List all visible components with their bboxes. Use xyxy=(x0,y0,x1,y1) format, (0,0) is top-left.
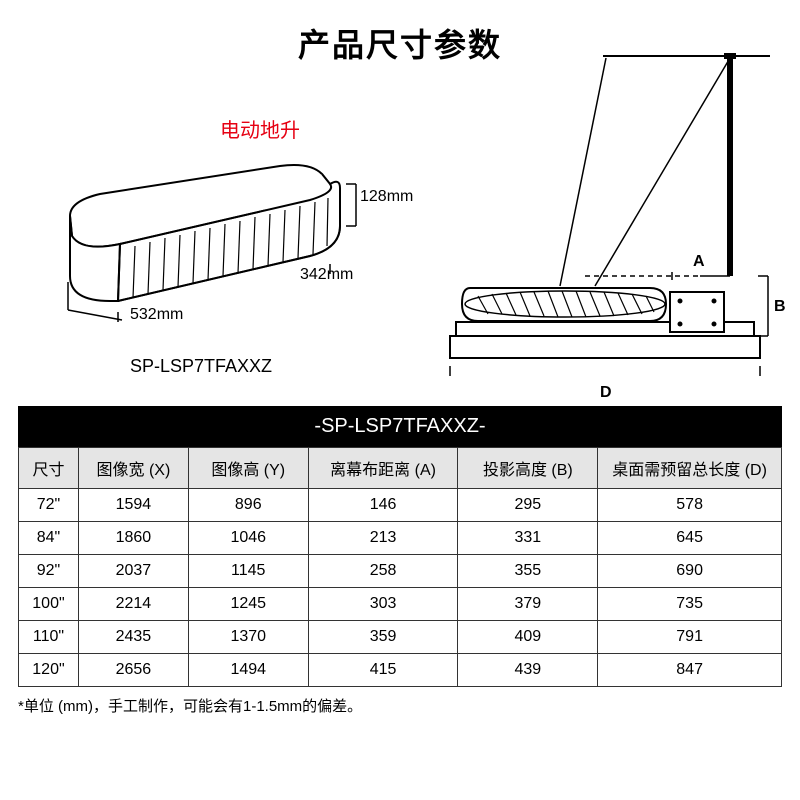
spec-table-container: -SP-LSP7TFAXXZ- 尺寸图像宽 (X)图像高 (Y)离幕布距离 (A… xyxy=(18,406,782,687)
table-row: 110"24351370359409791 xyxy=(19,621,782,654)
table-cell: 791 xyxy=(598,621,782,654)
table-cell: 2656 xyxy=(78,654,188,687)
table-cell: 1245 xyxy=(188,588,308,621)
spec-table: 尺寸图像宽 (X)图像高 (Y)离幕布距离 (A)投影高度 (B)桌面需预留总长… xyxy=(18,447,782,687)
table-header-cell: 离幕布距离 (A) xyxy=(308,448,458,489)
projector-dimensions-diagram: 电动地升 xyxy=(0,66,400,406)
table-row: 84"18601046213331645 xyxy=(19,522,782,555)
table-cell: 645 xyxy=(598,522,782,555)
table-header-cell: 图像宽 (X) xyxy=(78,448,188,489)
table-cell: 146 xyxy=(308,489,458,522)
table-cell: 1494 xyxy=(188,654,308,687)
table-header-cell: 桌面需预留总长度 (D) xyxy=(598,448,782,489)
table-cell: 1370 xyxy=(188,621,308,654)
dimension-a-label: A xyxy=(693,253,705,271)
table-cell: 847 xyxy=(598,654,782,687)
table-header-cell: 投影高度 (B) xyxy=(458,448,598,489)
table-cell: 2435 xyxy=(78,621,188,654)
projection-schematic-icon xyxy=(400,36,800,376)
table-cell: 735 xyxy=(598,588,782,621)
table-title: -SP-LSP7TFAXXZ- xyxy=(18,406,782,447)
table-cell: 439 xyxy=(458,654,598,687)
table-cell: 1860 xyxy=(78,522,188,555)
table-row: 120"26561494415439847 xyxy=(19,654,782,687)
table-cell: 258 xyxy=(308,555,458,588)
footnote: *单位 (mm)，手工制作，可能会有1-1.5mm的偏差。 xyxy=(0,687,800,724)
table-cell: 1594 xyxy=(78,489,188,522)
projector-3d-icon xyxy=(0,106,400,366)
table-cell: 100" xyxy=(19,588,79,621)
table-cell: 359 xyxy=(308,621,458,654)
table-cell: 2214 xyxy=(78,588,188,621)
table-cell: 213 xyxy=(308,522,458,555)
table-cell: 1046 xyxy=(188,522,308,555)
table-cell: 355 xyxy=(458,555,598,588)
table-cell: 690 xyxy=(598,555,782,588)
table-cell: 295 xyxy=(458,489,598,522)
table-cell: 1145 xyxy=(188,555,308,588)
table-header-cell: 图像高 (Y) xyxy=(188,448,308,489)
table-header-cell: 尺寸 xyxy=(19,448,79,489)
table-cell: 379 xyxy=(458,588,598,621)
table-cell: 120" xyxy=(19,654,79,687)
table-cell: 84" xyxy=(19,522,79,555)
diagram-row: 电动地升 xyxy=(0,66,800,406)
table-cell: 92" xyxy=(19,555,79,588)
table-cell: 415 xyxy=(308,654,458,687)
table-cell: 72" xyxy=(19,489,79,522)
table-cell: 578 xyxy=(598,489,782,522)
table-row: 72"1594896146295578 xyxy=(19,489,782,522)
table-cell: 110" xyxy=(19,621,79,654)
dimension-d-label: D xyxy=(600,384,612,402)
table-cell: 896 xyxy=(188,489,308,522)
table-cell: 303 xyxy=(308,588,458,621)
model-label: SP-LSP7TFAXXZ xyxy=(130,356,272,377)
dimension-b-label: B xyxy=(774,298,786,316)
table-cell: 331 xyxy=(458,522,598,555)
table-cell: 2037 xyxy=(78,555,188,588)
depth-dimension-label: 342mm xyxy=(300,266,353,284)
projection-distance-diagram: A B D xyxy=(400,66,800,406)
table-row: 100"22141245303379735 xyxy=(19,588,782,621)
table-cell: 409 xyxy=(458,621,598,654)
width-dimension-label: 532mm xyxy=(130,306,183,324)
table-row: 92"20371145258355690 xyxy=(19,555,782,588)
